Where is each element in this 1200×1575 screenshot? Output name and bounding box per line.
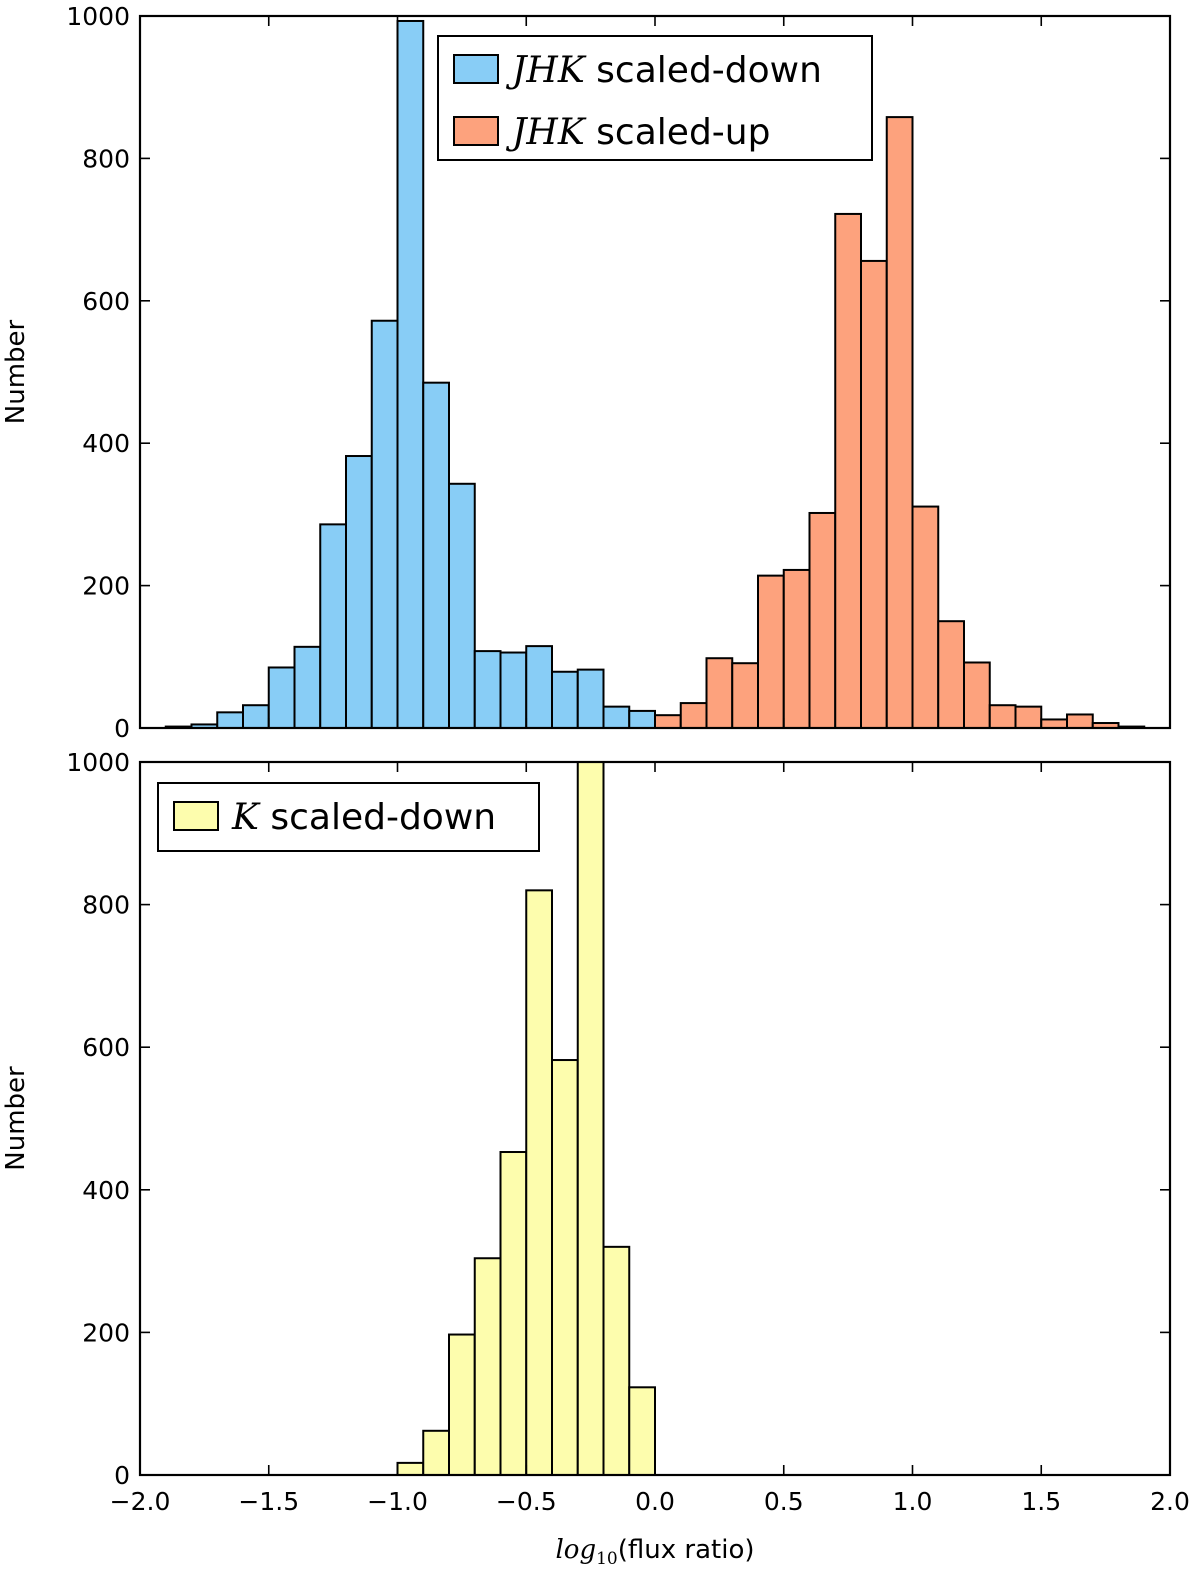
legend-box	[157, 782, 540, 852]
legend-swatch	[453, 54, 499, 84]
histogram-bar	[473, 1257, 502, 1477]
histogram-bar	[911, 505, 940, 729]
legend: JHK scaled-down JHK scaled-up	[437, 35, 873, 161]
histogram-bar	[731, 662, 759, 730]
series-1-1	[164, 19, 656, 730]
histogram-bar	[499, 651, 528, 730]
y-tick-label: 800	[82, 144, 130, 173]
y-tick-label: 600	[82, 1033, 130, 1062]
histogram-bar	[576, 668, 605, 730]
x-tick-label: 1.0	[893, 1487, 933, 1516]
histogram-bar	[448, 1333, 476, 1476]
y-tick-label: 800	[82, 891, 130, 920]
histogram-bar	[834, 212, 862, 730]
histogram-bar	[422, 1429, 450, 1476]
x-tick-label: 1.5	[1021, 1487, 1061, 1516]
x-tick-label: 0.5	[764, 1487, 804, 1516]
histogram-bar	[396, 1461, 425, 1477]
histogram-bar	[628, 709, 656, 729]
x-tick-label: 0.0	[635, 1487, 675, 1516]
legend-label: K scaled-down	[231, 797, 496, 838]
legend-label: JHK scaled-up	[505, 112, 770, 153]
histogram-bar	[473, 650, 502, 729]
x-tick-label: 2.0	[1150, 1487, 1190, 1516]
histogram-bar	[602, 1245, 631, 1476]
histogram-bar	[963, 661, 991, 729]
histogram-bar	[937, 620, 965, 730]
series-1-2	[654, 116, 1146, 730]
y-tick-label: 400	[82, 429, 130, 458]
histogram-bar	[525, 645, 553, 729]
y-tick-label: 0	[114, 714, 130, 743]
legend-swatch	[173, 801, 219, 831]
x-tick-label: −0.5	[496, 1487, 557, 1516]
histogram-bar	[679, 702, 708, 730]
histogram-bar	[885, 116, 914, 729]
y-axis-label: Number	[1, 319, 31, 424]
y-tick-label: 200	[82, 1318, 130, 1347]
histogram-bar	[242, 704, 270, 730]
plot-frame	[138, 760, 1172, 1477]
y-tick-label: 400	[82, 1176, 130, 1205]
histogram-bar	[782, 568, 811, 729]
y-axis-label: Number	[1, 1066, 31, 1171]
histogram-bar	[654, 714, 682, 730]
x-tick-label: −1.5	[238, 1487, 299, 1516]
y-tick-label: 600	[82, 287, 130, 316]
histogram-bar	[319, 523, 347, 729]
y-tick-label: 1000	[66, 2, 130, 31]
histogram-bar	[422, 381, 450, 729]
legend: K scaled-down	[157, 782, 540, 852]
histogram-bar	[345, 455, 373, 729]
histogram-bar	[602, 705, 631, 730]
y-tick-label: 200	[82, 572, 130, 601]
histogram-bar	[808, 511, 837, 730]
histogram-bar	[576, 761, 605, 1476]
histogram-bar	[370, 319, 399, 729]
histogram-bar	[551, 670, 579, 730]
y-tick-label: 0	[114, 1461, 130, 1490]
series-2-1	[396, 761, 656, 1477]
histogram-bar	[1014, 705, 1043, 730]
histogram-bar	[267, 666, 296, 729]
histogram-bar	[988, 704, 1017, 730]
histogram-bar	[628, 1386, 656, 1477]
histogram-bar	[705, 657, 734, 729]
histogram-bar	[396, 19, 425, 729]
histogram-bar	[1040, 718, 1068, 729]
x-axis-label: log10(flux ratio)	[555, 1535, 754, 1569]
histogram-panel-2: −2.0 −1.5 −1.0 −0.5 0.0 0.5 1.0 1.5 2.0 0 200 400 60…	[1, 748, 1190, 1569]
histogram-bar	[551, 1059, 579, 1477]
legend-label: JHK scaled-down	[505, 50, 822, 91]
histogram-bar	[448, 482, 476, 729]
histogram-bar	[293, 645, 322, 729]
histogram-bar	[499, 1151, 528, 1476]
histogram-bar	[525, 889, 553, 1476]
x-tick-label: −1.0	[367, 1487, 428, 1516]
legend-swatch	[453, 116, 499, 146]
histogram-bar	[216, 711, 244, 729]
legend-box	[437, 35, 873, 161]
histogram-bar	[757, 574, 785, 730]
x-tick-label: −2.0	[110, 1487, 171, 1516]
y-tick-label: 1000	[66, 748, 130, 777]
histogram-bar	[860, 259, 888, 729]
histogram-bar	[1066, 713, 1094, 729]
